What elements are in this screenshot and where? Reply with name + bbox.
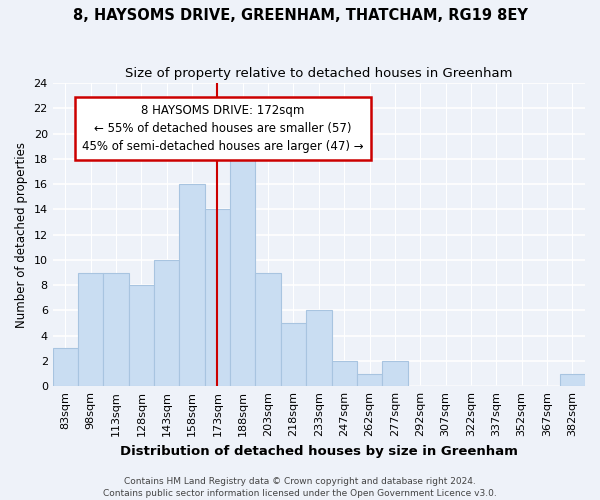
Text: 8 HAYSOMS DRIVE: 172sqm
← 55% of detached houses are smaller (57)
45% of semi-de: 8 HAYSOMS DRIVE: 172sqm ← 55% of detache… <box>82 104 364 154</box>
Bar <box>306 310 332 386</box>
X-axis label: Distribution of detached houses by size in Greenham: Distribution of detached houses by size … <box>120 444 518 458</box>
Bar <box>154 260 179 386</box>
Bar <box>205 210 230 386</box>
Bar <box>230 146 256 386</box>
Bar <box>53 348 78 386</box>
Bar <box>129 285 154 386</box>
Bar <box>357 374 382 386</box>
Bar <box>382 361 407 386</box>
Bar <box>103 272 129 386</box>
Bar <box>560 374 585 386</box>
Bar <box>332 361 357 386</box>
Y-axis label: Number of detached properties: Number of detached properties <box>15 142 28 328</box>
Bar <box>78 272 103 386</box>
Bar <box>179 184 205 386</box>
Text: Contains HM Land Registry data © Crown copyright and database right 2024.
Contai: Contains HM Land Registry data © Crown c… <box>103 476 497 498</box>
Bar <box>281 323 306 386</box>
Bar <box>256 272 281 386</box>
Title: Size of property relative to detached houses in Greenham: Size of property relative to detached ho… <box>125 68 512 80</box>
Text: 8, HAYSOMS DRIVE, GREENHAM, THATCHAM, RG19 8EY: 8, HAYSOMS DRIVE, GREENHAM, THATCHAM, RG… <box>73 8 527 22</box>
